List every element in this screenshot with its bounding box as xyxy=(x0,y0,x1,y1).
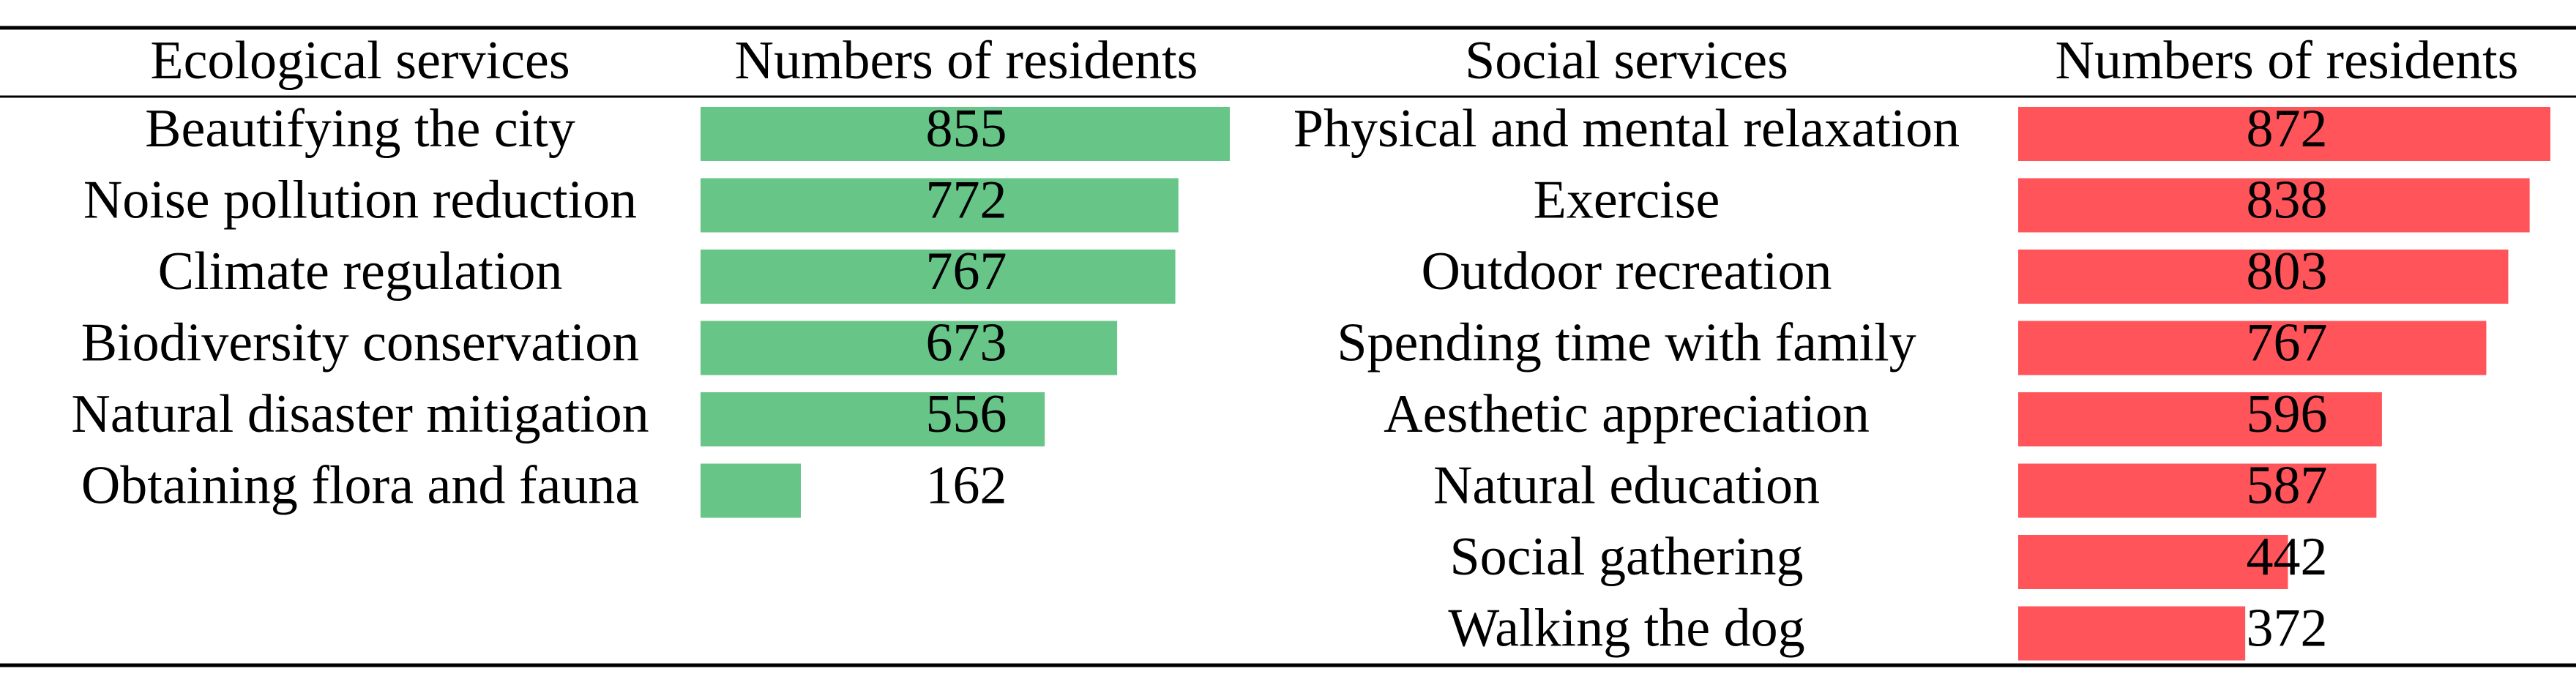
social-value-label: 587 xyxy=(2247,455,2328,515)
ecological-bar-2 xyxy=(701,178,1179,233)
ecological-category-label: Obtaining flora and fauna xyxy=(81,455,639,515)
ecological-category-label: Noise pollution reduction xyxy=(83,170,637,230)
ecological-category-label: Climate regulation xyxy=(158,242,563,302)
social-category-label: Exercise xyxy=(1534,170,1720,230)
ecological-category-label: Natural disaster mitigation xyxy=(71,384,649,444)
ecological-value-label: 673 xyxy=(926,312,1007,373)
ecological-value-label: 772 xyxy=(926,170,1007,230)
ecological-value-label: 556 xyxy=(926,384,1007,444)
social-bar-2 xyxy=(2018,178,2530,233)
social-category-label: Physical and mental relaxation xyxy=(1293,99,1960,159)
ecological-value-label: 855 xyxy=(926,99,1007,159)
social-bar-3 xyxy=(2018,250,2509,304)
ecological-category-label: Biodiversity conservation xyxy=(81,312,639,373)
ecological-services-header: Ecological services xyxy=(150,31,570,91)
social-value-label: 838 xyxy=(2247,170,2328,230)
social-bar-7 xyxy=(2018,535,2288,589)
social-value-label: 803 xyxy=(2247,242,2328,302)
ecological-bar-4 xyxy=(701,321,1118,375)
social-category-label: Natural education xyxy=(1433,455,1820,515)
ecological-value-label: 767 xyxy=(926,242,1007,302)
social-category-label: Spending time with family xyxy=(1337,312,1916,373)
social-services-panel: Physical and mental relaxation 872 Exercis… xyxy=(1293,99,2550,661)
ecological-value-label: 162 xyxy=(926,455,1007,515)
social-category-label: Social gathering xyxy=(1450,527,1804,587)
social-category-label: Outdoor recreation xyxy=(1422,242,1832,302)
social-bar-5 xyxy=(2018,392,2382,446)
social-bar-4 xyxy=(2018,321,2487,375)
social-bar-1 xyxy=(2018,107,2550,161)
ecological-category-label: Beautifying the city xyxy=(145,99,575,159)
ecological-bar-3 xyxy=(701,250,1176,304)
ecological-services-panel: Beautifying the city 855 Noise pollution r… xyxy=(71,99,1230,518)
social-category-label: Aesthetic appreciation xyxy=(1384,384,1870,444)
social-bar-8 xyxy=(2018,606,2246,661)
ecological-bar-1 xyxy=(701,107,1230,161)
social-services-header: Social services xyxy=(1465,31,1788,91)
social-value-label: 442 xyxy=(2247,527,2328,587)
social-category-label: Walking the dog xyxy=(1448,598,1804,658)
social-value-label: 372 xyxy=(2247,598,2328,658)
social-value-label: 872 xyxy=(2247,99,2328,159)
social-value-label: 596 xyxy=(2247,384,2328,444)
ecological-bar-5 xyxy=(701,392,1045,446)
social-bar-6 xyxy=(2018,463,2377,518)
ecological-bar-6 xyxy=(701,463,801,518)
social-value-label: 767 xyxy=(2247,312,2328,373)
ecological-residents-header: Numbers of residents xyxy=(735,31,1198,91)
social-residents-header: Numbers of residents xyxy=(2056,31,2519,91)
